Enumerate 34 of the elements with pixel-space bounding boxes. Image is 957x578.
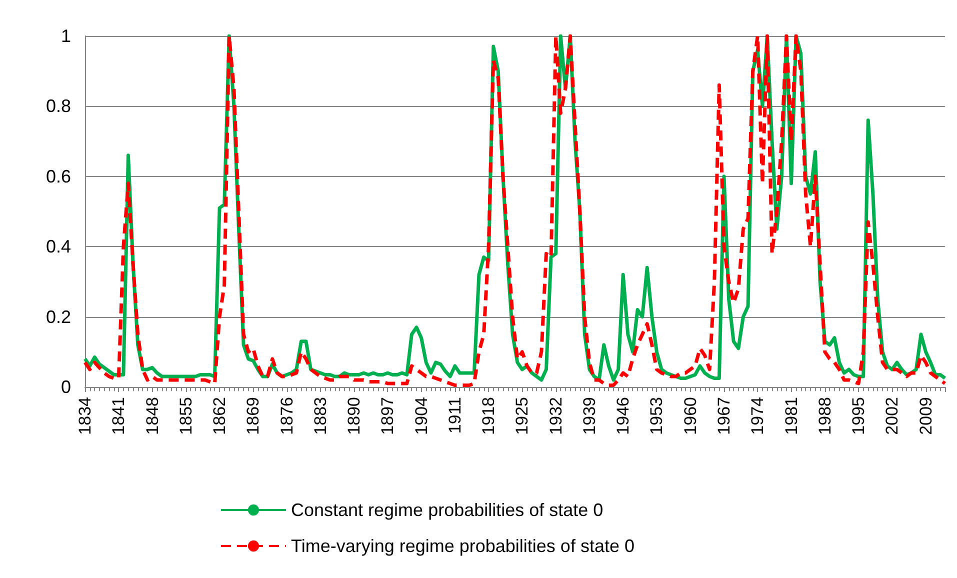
- x-tick-label: 1932: [546, 397, 566, 435]
- x-tick-label: 1960: [680, 397, 700, 435]
- x-tick-label: 1897: [378, 397, 398, 435]
- x-tick-label: 1946: [614, 397, 633, 435]
- x-tick-label: 2009: [916, 397, 936, 435]
- x-tick-label: 1876: [277, 397, 296, 435]
- x-tick-label: 1967: [714, 397, 734, 435]
- x-tick-label: 1834: [76, 397, 94, 435]
- x-tick-label: 2002: [882, 397, 902, 435]
- x-tick-label: 1869: [244, 397, 263, 435]
- y-tick-label: 0: [60, 377, 71, 397]
- x-tick-label: 1883: [310, 397, 330, 435]
- x-tick-label: 1890: [344, 397, 364, 435]
- y-tick-label: 0.2: [46, 306, 71, 327]
- x-tick-label: 1855: [176, 397, 196, 435]
- x-tick-label: 1981: [782, 397, 801, 435]
- x-tick-label: 1848: [142, 397, 162, 435]
- y-tick-label: 0.6: [46, 166, 71, 186]
- x-tick-label: 1841: [109, 397, 128, 435]
- y-tick-label: 0.4: [46, 236, 71, 257]
- x-tick-label: 1911: [445, 397, 464, 434]
- x-tick-label: 1925: [512, 397, 532, 435]
- x-tick-label: 1939: [580, 397, 599, 435]
- x-tick-label: 1904: [412, 397, 431, 435]
- y-tick-label: 1: [60, 26, 71, 46]
- x-tick-label: 1918: [479, 397, 498, 435]
- x-tick-label: 1974: [748, 397, 768, 435]
- x-tick-label: 1953: [647, 397, 666, 435]
- x-tick-label: 1862: [210, 397, 230, 435]
- x-tick-label: 1995: [849, 397, 868, 435]
- legend-label: Time-varying regime probabilities of state 0: [291, 536, 634, 556]
- y-tick-label: 0.8: [46, 96, 71, 116]
- legend-label: Constant regime probabilities of state 0: [291, 500, 604, 520]
- x-tick-label: 1988: [815, 397, 834, 435]
